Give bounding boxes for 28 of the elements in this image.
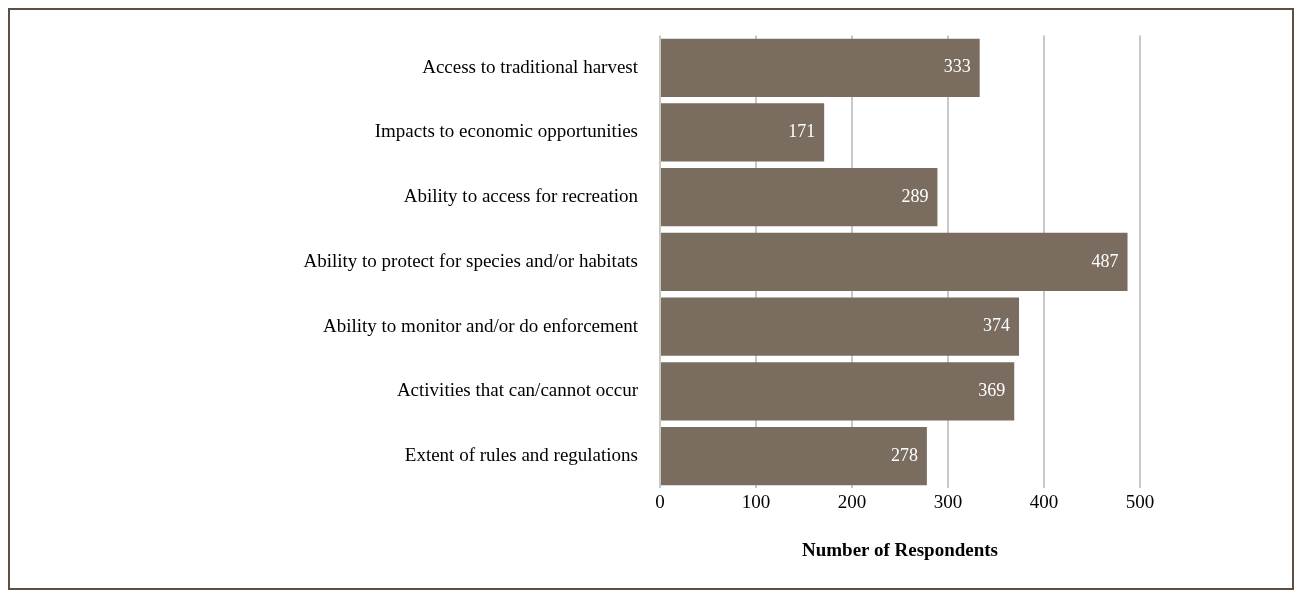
x-tick-label: 300 (933, 490, 963, 512)
data-label: 487 (1091, 250, 1119, 271)
x-tick-label: 500 (1125, 490, 1155, 512)
bar (661, 297, 1020, 356)
y-tick-label: Activities that can/cannot occur (396, 379, 639, 401)
y-tick-label: Extent of rules and regulations (404, 444, 638, 466)
bar (661, 168, 938, 227)
x-tick-label: 200 (837, 490, 867, 512)
bar (661, 362, 1015, 421)
y-tick-label: Ability to protect for species and/or habitats (303, 249, 638, 271)
data-label: 374 (983, 315, 1011, 336)
data-label: 333 (943, 56, 971, 77)
data-label: 278 (890, 444, 918, 465)
y-tick-label: Ability to monitor and/or do enforcement (322, 314, 639, 336)
x-tick-label: 400 (1029, 490, 1059, 512)
data-label: 171 (788, 121, 816, 142)
bar (661, 426, 927, 486)
y-tick-label: Access to traditional harvest (422, 55, 639, 77)
bar (661, 232, 1128, 292)
bar (661, 103, 825, 162)
x-axis-title: Number of Respondents (801, 538, 999, 560)
y-tick-label: Impacts to economic opportunities (374, 120, 638, 142)
data-label: 369 (978, 380, 1006, 401)
x-tick-label: 0 (655, 490, 665, 512)
x-tick-label: 100 (741, 490, 771, 512)
data-label: 289 (901, 185, 929, 206)
y-tick-label: Ability to access for recreation (403, 185, 639, 207)
bar (661, 38, 980, 97)
